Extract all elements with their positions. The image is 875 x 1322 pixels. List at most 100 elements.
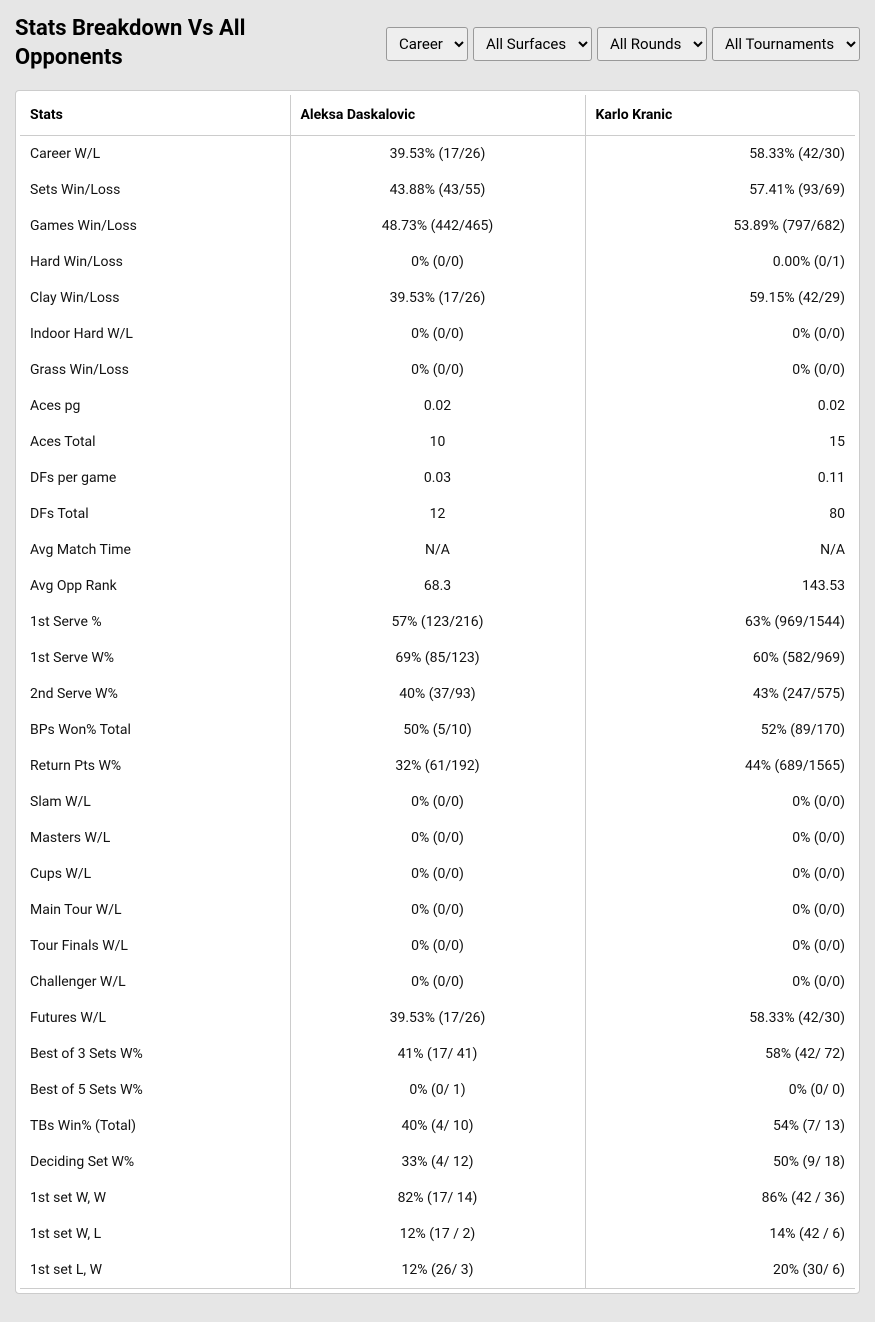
player2-value: 86% (42 / 36) [585,1180,855,1216]
table-row: Deciding Set W%33% (4/ 12)50% (9/ 18) [20,1144,855,1180]
player1-value: 39.53% (17/26) [290,280,585,316]
stat-label: Slam W/L [20,784,290,820]
player1-value: 12 [290,496,585,532]
stat-label: Aces pg [20,388,290,424]
table-row: Best of 5 Sets W%0% (0/ 1)0% (0/ 0) [20,1072,855,1108]
player1-value: 12% (26/ 3) [290,1252,585,1289]
player2-value: 15 [585,424,855,460]
table-row: Main Tour W/L0% (0/0)0% (0/0) [20,892,855,928]
stat-label: Grass Win/Loss [20,352,290,388]
stat-label: Career W/L [20,136,290,173]
stat-label: DFs per game [20,460,290,496]
player1-value: 40% (37/93) [290,676,585,712]
stat-label: 1st Serve % [20,604,290,640]
table-row: 2nd Serve W%40% (37/93)43% (247/575) [20,676,855,712]
filter-period[interactable]: Career [386,27,468,61]
stat-label: Return Pts W% [20,748,290,784]
table-row: Cups W/L0% (0/0)0% (0/0) [20,856,855,892]
player1-value: 0% (0/0) [290,244,585,280]
player1-value: 10 [290,424,585,460]
col-header-player2: Karlo Kranic [585,95,855,136]
table-row: 1st set L, W12% (26/ 3)20% (30/ 6) [20,1252,855,1289]
filter-surface[interactable]: All Surfaces [473,27,592,61]
player1-value: 39.53% (17/26) [290,136,585,173]
stat-label: Cups W/L [20,856,290,892]
player1-value: 41% (17/ 41) [290,1036,585,1072]
stat-label: DFs Total [20,496,290,532]
table-row: Career W/L39.53% (17/26)58.33% (42/30) [20,136,855,173]
player1-value: 0% (0/0) [290,784,585,820]
player1-value: 0% (0/0) [290,928,585,964]
stat-label: 1st Serve W% [20,640,290,676]
player2-value: 0.11 [585,460,855,496]
stat-label: TBs Win% (Total) [20,1108,290,1144]
player2-value: 143.53 [585,568,855,604]
player1-value: 12% (17 / 2) [290,1216,585,1252]
table-row: 1st Serve %57% (123/216)63% (969/1544) [20,604,855,640]
stat-label: Hard Win/Loss [20,244,290,280]
stat-label: Tour Finals W/L [20,928,290,964]
player1-value: 50% (5/10) [290,712,585,748]
player1-value: 0% (0/ 1) [290,1072,585,1108]
player2-value: 0% (0/0) [585,352,855,388]
player1-value: 0% (0/0) [290,892,585,928]
table-row: Hard Win/Loss0% (0/0)0.00% (0/1) [20,244,855,280]
stat-label: 1st set W, L [20,1216,290,1252]
stat-label: Indoor Hard W/L [20,316,290,352]
table-row: Games Win/Loss48.73% (442/465)53.89% (79… [20,208,855,244]
player1-value: 0.03 [290,460,585,496]
player1-value: 48.73% (442/465) [290,208,585,244]
col-header-player1: Aleksa Daskalovic [290,95,585,136]
player1-value: 32% (61/192) [290,748,585,784]
player1-value: 57% (123/216) [290,604,585,640]
player2-value: 0% (0/0) [585,820,855,856]
filter-bar: Career All Surfaces All Rounds All Tourn… [386,27,860,61]
stat-label: 2nd Serve W% [20,676,290,712]
stat-label: Challenger W/L [20,964,290,1000]
stat-label: Avg Opp Rank [20,568,290,604]
table-row: Indoor Hard W/L0% (0/0)0% (0/0) [20,316,855,352]
stat-label: Main Tour W/L [20,892,290,928]
player1-value: 0% (0/0) [290,820,585,856]
player2-value: 58% (42/ 72) [585,1036,855,1072]
player2-value: 57.41% (93/69) [585,172,855,208]
player2-value: 54% (7/ 13) [585,1108,855,1144]
stat-label: BPs Won% Total [20,712,290,748]
player1-value: 33% (4/ 12) [290,1144,585,1180]
player2-value: 0.02 [585,388,855,424]
player2-value: 63% (969/1544) [585,604,855,640]
player2-value: 59.15% (42/29) [585,280,855,316]
stat-label: 1st set L, W [20,1252,290,1289]
filter-round[interactable]: All Rounds [597,27,707,61]
filter-tournament[interactable]: All Tournaments [712,27,860,61]
stat-label: Avg Match Time [20,532,290,568]
player1-value: N/A [290,532,585,568]
stat-label: Masters W/L [20,820,290,856]
table-row: 1st set W, L12% (17 / 2)14% (42 / 6) [20,1216,855,1252]
player1-value: 40% (4/ 10) [290,1108,585,1144]
stats-table: Stats Aleksa Daskalovic Karlo Kranic Car… [20,95,855,1289]
player2-value: 44% (689/1565) [585,748,855,784]
col-header-stat: Stats [20,95,290,136]
stat-label: 1st set W, W [20,1180,290,1216]
table-row: Best of 3 Sets W%41% (17/ 41)58% (42/ 72… [20,1036,855,1072]
player2-value: 52% (89/170) [585,712,855,748]
stat-label: Aces Total [20,424,290,460]
table-row: Futures W/L39.53% (17/26)58.33% (42/30) [20,1000,855,1036]
player2-value: 0% (0/0) [585,964,855,1000]
player2-value: 0% (0/0) [585,316,855,352]
player2-value: 0% (0/0) [585,856,855,892]
player2-value: 80 [585,496,855,532]
table-row: 1st set W, W82% (17/ 14)86% (42 / 36) [20,1180,855,1216]
player2-value: 14% (42 / 6) [585,1216,855,1252]
table-row: Grass Win/Loss0% (0/0)0% (0/0) [20,352,855,388]
table-row: Slam W/L0% (0/0)0% (0/0) [20,784,855,820]
table-row: Return Pts W%32% (61/192)44% (689/1565) [20,748,855,784]
table-row: Tour Finals W/L0% (0/0)0% (0/0) [20,928,855,964]
player2-value: 58.33% (42/30) [585,1000,855,1036]
player2-value: 50% (9/ 18) [585,1144,855,1180]
stat-label: Clay Win/Loss [20,280,290,316]
table-row: DFs Total1280 [20,496,855,532]
table-row: Aces Total1015 [20,424,855,460]
table-row: Challenger W/L0% (0/0)0% (0/0) [20,964,855,1000]
